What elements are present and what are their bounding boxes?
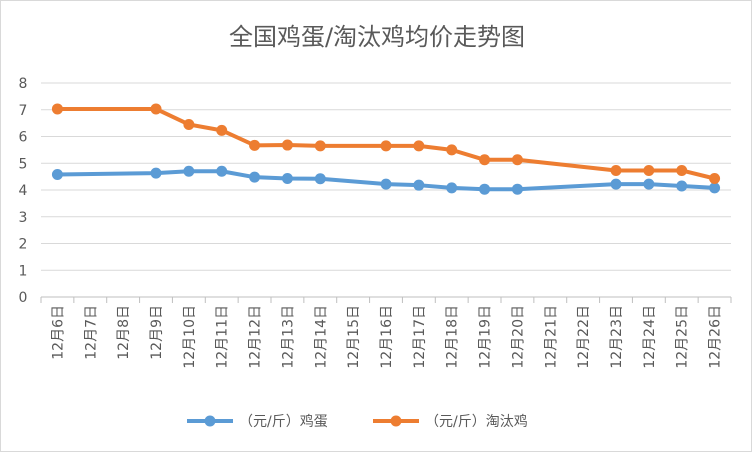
data-point: [380, 140, 392, 152]
data-point: [314, 140, 326, 152]
series-2: [51, 103, 721, 184]
legend-label: （元/斤）淘汰鸡: [425, 413, 528, 430]
gridlines: [40, 82, 732, 303]
x-tick-label: 12月16日: [379, 305, 395, 369]
data-point: [643, 164, 655, 176]
legend-marker: [204, 415, 216, 427]
chart-title: 全国鸡蛋/淘汰鸡均价走势图: [229, 23, 525, 51]
x-tick-label: 12月12日: [248, 305, 264, 369]
data-point: [281, 139, 293, 151]
legend-label: （元/斤）鸡蛋: [239, 413, 328, 430]
data-point: [610, 178, 622, 190]
data-point: [676, 164, 688, 176]
data-point: [183, 165, 195, 177]
data-point: [249, 139, 261, 151]
x-axis-ticks: 12月6日 12月7日 12月8日 12月9日 12月10日 12月11日 12月12日 12…: [50, 305, 723, 369]
y-tick-label: 7: [19, 103, 28, 119]
y-tick-label: 8: [19, 76, 28, 92]
x-tick-label: 12月24日: [642, 305, 658, 369]
data-point: [446, 144, 458, 156]
x-tick-label: 12月18日: [445, 305, 461, 369]
y-tick-label: 4: [19, 183, 28, 199]
y-tick-label: 0: [19, 290, 28, 306]
data-point: [413, 140, 425, 152]
data-point: [150, 103, 162, 115]
data-point: [676, 180, 688, 192]
x-tick-label: 12月8日: [116, 305, 132, 360]
data-point: [511, 183, 523, 195]
data-point: [183, 118, 195, 130]
x-tick-label: 12月19日: [478, 305, 494, 369]
x-tick-label: 12月23日: [609, 305, 625, 369]
x-tick-label: 12月15日: [346, 305, 362, 369]
data-point: [150, 167, 162, 179]
x-tick-label: 12月6日: [50, 305, 66, 360]
y-tick-label: 6: [19, 130, 28, 146]
data-point: [51, 103, 63, 115]
data-point: [479, 154, 491, 166]
data-point: [249, 171, 261, 183]
y-tick-label: 1: [19, 263, 28, 279]
data-point: [610, 164, 622, 176]
x-tick-label: 12月17日: [412, 305, 428, 369]
data-point: [709, 182, 721, 194]
y-tick-label: 5: [19, 156, 28, 172]
series-1: [51, 165, 721, 195]
legend-marker: [390, 415, 402, 427]
data-point: [413, 179, 425, 191]
legend: （元/斤）鸡蛋 （元/斤）淘汰鸡: [187, 413, 528, 430]
data-point: [446, 182, 458, 194]
data-point: [709, 172, 721, 184]
series-group: [51, 103, 721, 195]
x-tick-label: 12月11日: [215, 305, 231, 369]
x-tick-label: 12月21日: [543, 305, 559, 369]
x-tick-label: 12月22日: [576, 305, 592, 369]
x-tick-label: 12月13日: [280, 305, 296, 369]
y-tick-label: 2: [19, 237, 28, 253]
data-point: [511, 154, 523, 166]
data-point: [216, 124, 228, 136]
data-point: [216, 165, 228, 177]
data-point: [281, 172, 293, 184]
series-line: [55, 106, 717, 181]
x-tick-label: 12月9日: [149, 305, 165, 360]
series-line: [55, 169, 717, 192]
x-tick-label: 12月7日: [83, 305, 99, 360]
y-axis-ticks: 0 1 2 3 4 5 6 7 8: [19, 76, 28, 306]
data-point: [380, 178, 392, 190]
data-point: [643, 178, 655, 190]
x-tick-label: 12月14日: [313, 305, 329, 369]
data-point: [51, 168, 63, 180]
data-point: [479, 183, 491, 195]
x-tick-label: 12月25日: [675, 305, 691, 369]
x-tick-label: 12月20日: [510, 305, 526, 369]
data-point: [314, 173, 326, 185]
x-tick-label: 12月26日: [708, 305, 724, 369]
y-tick-label: 3: [19, 210, 28, 226]
x-tick-label: 12月10日: [182, 305, 198, 369]
